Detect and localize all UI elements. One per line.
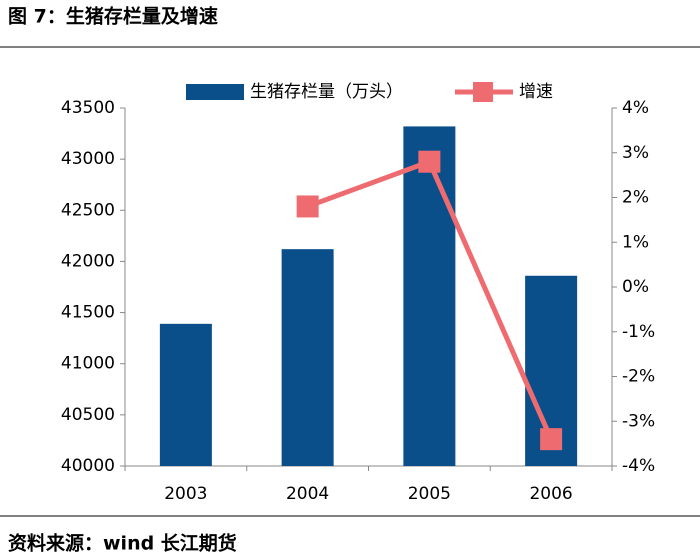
bar	[159, 323, 212, 466]
x-tick-label: 2006	[529, 484, 572, 504]
legend-label: 生猪存栏量（万头）	[250, 82, 403, 102]
y-tick-label: 43000	[61, 149, 115, 169]
legend-label: 增速	[519, 82, 553, 102]
x-tick-label: 2003	[164, 484, 207, 504]
y2-tick-label: -1%	[622, 322, 655, 342]
y2-tick-label: 4%	[622, 98, 649, 118]
y-tick-label: 40500	[61, 405, 115, 425]
line-marker	[418, 150, 441, 173]
y-tick-label: 41000	[61, 354, 115, 374]
y2-tick-label: 0%	[622, 277, 649, 297]
chart-title: 图 7：生猪存栏量及增速	[8, 5, 218, 28]
bar	[281, 249, 334, 466]
legend-swatch	[473, 82, 493, 102]
x-tick-label: 2004	[286, 484, 329, 504]
y-tick-label: 41500	[61, 303, 115, 323]
y-tick-label: 43500	[61, 98, 115, 118]
source: 资料来源：wind 长江期货	[8, 532, 237, 555]
y2-tick-label: 3%	[622, 143, 649, 163]
y-tick-label: 42500	[61, 200, 115, 220]
y-tick-label: 40000	[61, 456, 115, 476]
y-tick-label: 42000	[61, 251, 115, 271]
y2-tick-label: -2%	[622, 367, 655, 387]
y2-tick-label: 2%	[622, 188, 649, 208]
legend-swatch	[186, 84, 244, 100]
y2-tick-label: -3%	[622, 411, 655, 431]
y2-tick-label: -4%	[622, 456, 655, 476]
line-marker	[296, 195, 319, 218]
y2-tick-label: 1%	[622, 232, 649, 252]
bar	[403, 126, 456, 466]
line-marker	[540, 428, 563, 451]
x-tick-label: 2005	[408, 484, 451, 504]
